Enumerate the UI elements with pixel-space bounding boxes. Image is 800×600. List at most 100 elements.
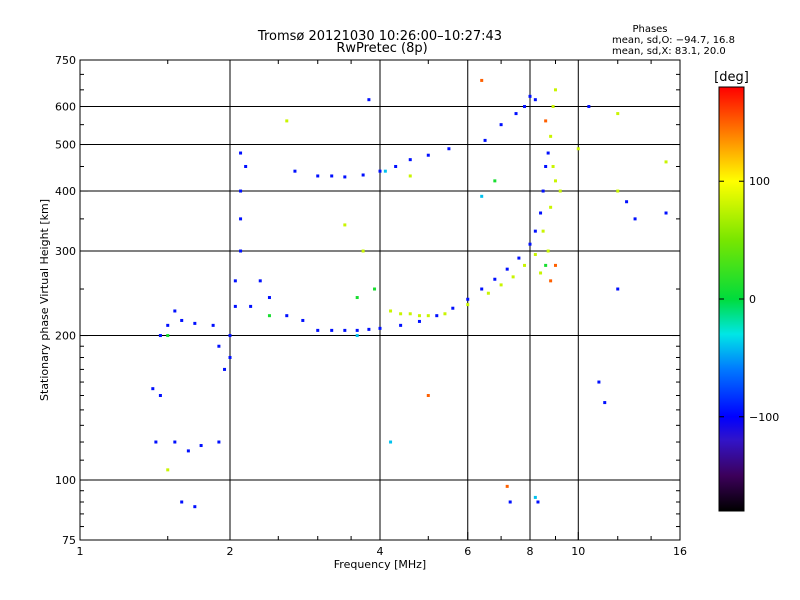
data-point	[378, 169, 382, 173]
data-point	[154, 440, 158, 444]
data-point	[549, 134, 553, 138]
data-point	[383, 169, 387, 173]
x-tick-label: 1	[77, 545, 84, 558]
data-point	[480, 78, 484, 82]
x-tick-label: 2	[227, 545, 234, 558]
data-point	[408, 312, 412, 316]
data-point	[528, 242, 532, 246]
data-point	[355, 328, 359, 332]
x-tick-label: 10	[571, 545, 585, 558]
data-point	[553, 88, 557, 92]
data-point	[239, 249, 243, 253]
data-point	[249, 304, 253, 308]
data-point	[211, 323, 215, 327]
title-line-1: Tromsø 20121030 10:26:00–10:27:43	[257, 29, 502, 44]
colorbar: [deg] 100 0 −100	[714, 70, 779, 512]
data-point	[576, 147, 580, 151]
data-point	[267, 296, 271, 300]
data-point	[166, 323, 170, 327]
colorbar-tick-label: 0	[749, 293, 756, 306]
axes: 1 2 4 6 8 10 16 75 100 200 300 400 500 600 750	[55, 54, 687, 558]
data-point	[480, 287, 484, 291]
data-point	[316, 174, 320, 178]
data-point	[480, 194, 484, 198]
data-point	[426, 314, 430, 318]
data-point	[443, 312, 447, 316]
y-tick-label: 100	[55, 474, 76, 487]
data-point	[330, 174, 334, 178]
data-point	[664, 160, 668, 164]
data-point	[399, 312, 403, 316]
data-point	[664, 211, 668, 215]
data-point	[367, 327, 371, 331]
data-point	[180, 500, 184, 504]
y-tick-label: 300	[55, 245, 76, 258]
data-point	[549, 205, 553, 209]
y-tick-label: 75	[62, 534, 76, 547]
y-axis-label: Stationary phase Virtual Height [km]	[38, 199, 51, 401]
data-point	[426, 394, 430, 398]
data-point	[435, 314, 439, 318]
data-point	[493, 179, 497, 183]
data-point	[541, 189, 545, 193]
y-tick-label: 600	[55, 101, 76, 114]
data-point	[193, 321, 197, 325]
data-point	[541, 229, 545, 233]
data-point	[505, 484, 509, 488]
data-point	[355, 334, 359, 338]
data-point	[511, 275, 515, 279]
phase-stats-o: mean, sd,O: −94.7, 16.8	[612, 35, 735, 46]
data-point	[603, 401, 607, 405]
data-point	[343, 328, 347, 332]
grid-lines	[80, 60, 680, 540]
data-point	[625, 200, 629, 204]
data-point	[417, 319, 421, 323]
data-point	[389, 440, 393, 444]
data-point	[539, 211, 543, 215]
data-point	[528, 94, 532, 98]
data-point	[466, 303, 470, 307]
data-point	[361, 173, 365, 177]
data-point	[533, 495, 537, 499]
data-point	[546, 151, 550, 155]
data-point	[633, 217, 637, 221]
data-point	[533, 253, 537, 257]
data-point	[426, 153, 430, 157]
phase-stats: Phases mean, sd,O: −94.7, 16.8 mean, sd,…	[612, 24, 735, 57]
colorbar-tick-label: −100	[749, 411, 779, 424]
data-point	[499, 123, 503, 127]
data-point	[616, 287, 620, 291]
data-point	[533, 229, 537, 233]
data-point	[361, 249, 365, 253]
x-tick-label: 8	[527, 545, 534, 558]
y-tick-label: 500	[55, 139, 76, 152]
data-point	[301, 318, 305, 322]
colorbar-tick-label: 100	[749, 175, 770, 188]
data-point	[355, 296, 359, 300]
data-point	[408, 174, 412, 178]
data-point	[228, 334, 232, 338]
data-point	[553, 263, 557, 267]
data-point	[316, 328, 320, 332]
data-point	[616, 112, 620, 116]
data-point	[389, 309, 393, 313]
y-tick-label: 750	[55, 54, 76, 67]
data-point	[466, 297, 470, 301]
data-point	[186, 449, 190, 453]
data-point	[523, 105, 527, 109]
data-point	[451, 306, 455, 310]
data-point	[544, 263, 548, 267]
data-point	[553, 179, 557, 183]
data-point	[367, 98, 371, 102]
data-point	[373, 287, 377, 291]
data-point	[217, 344, 221, 348]
data-point	[508, 500, 512, 504]
data-point	[199, 444, 203, 448]
data-point	[217, 440, 221, 444]
x-tick-label: 4	[377, 545, 384, 558]
data-point	[343, 175, 347, 179]
chart-title: Tromsø 20121030 10:26:00–10:27:43 RwPret…	[257, 29, 502, 56]
data-point	[233, 304, 237, 308]
data-point	[493, 277, 497, 281]
